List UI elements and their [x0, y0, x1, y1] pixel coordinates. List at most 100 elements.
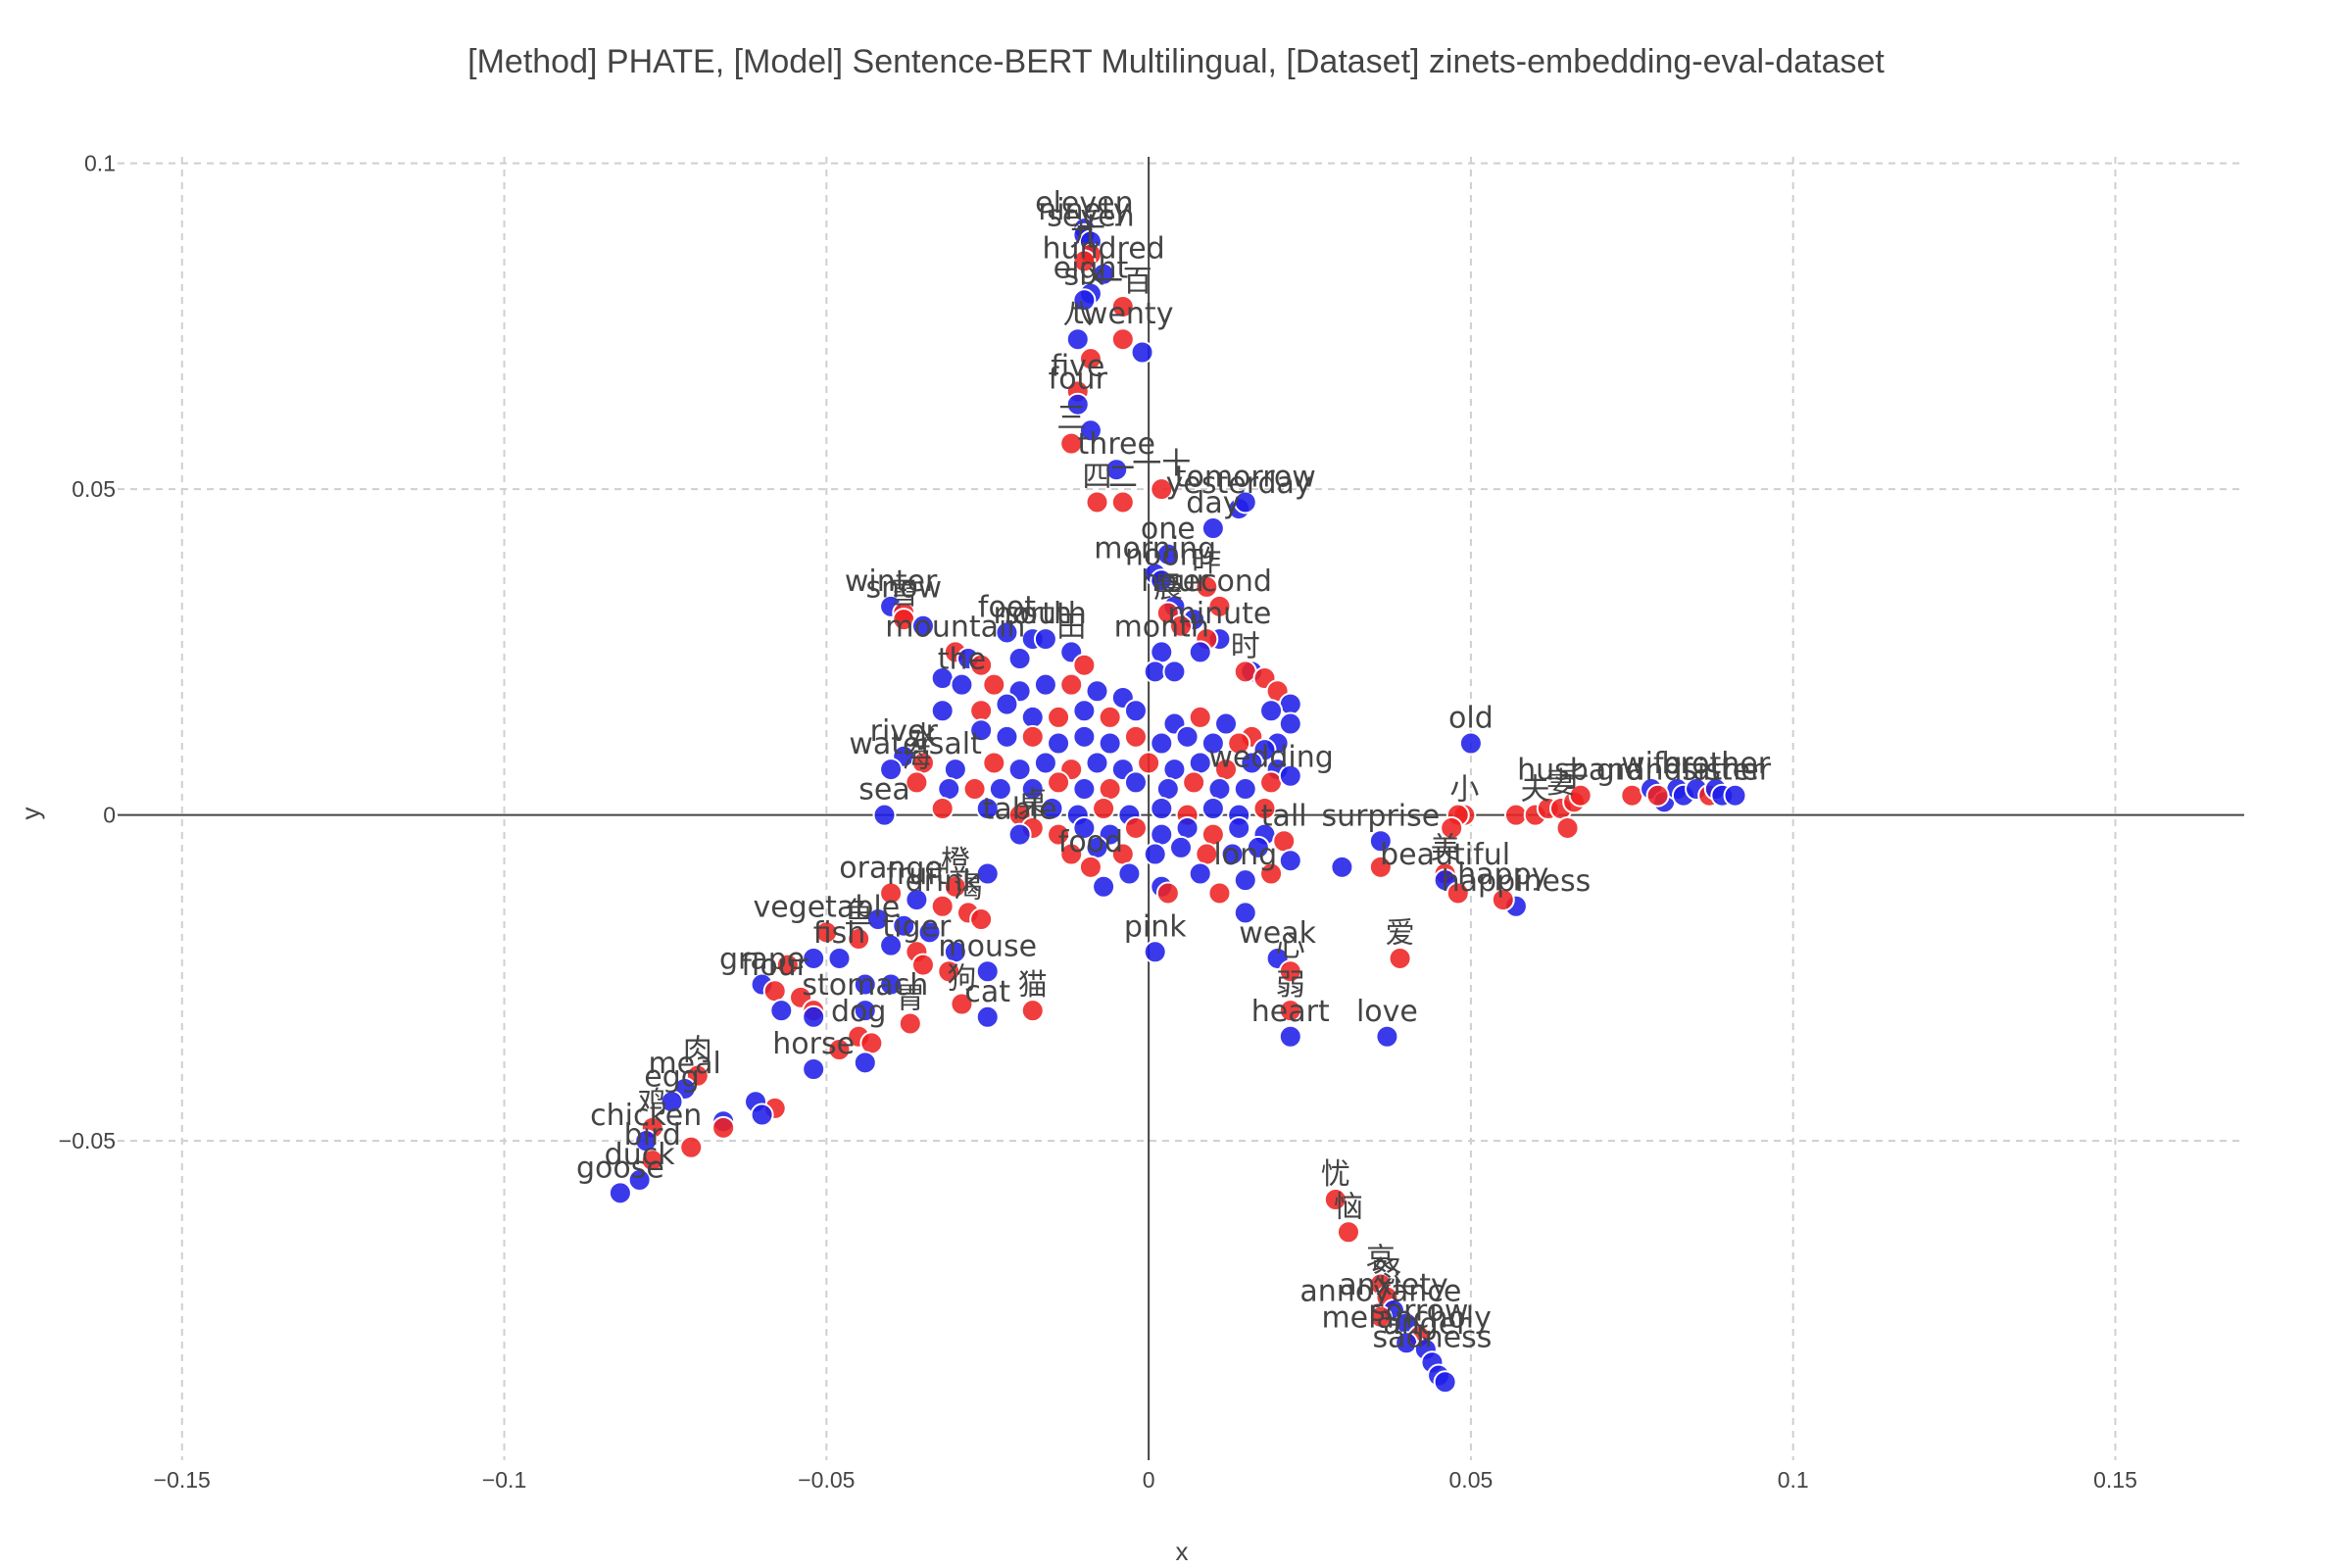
point-label: love — [1356, 995, 1418, 1029]
point-label: brother — [1661, 747, 1770, 781]
point-label: 忧 — [1321, 1157, 1350, 1192]
data-point — [1259, 770, 1284, 795]
point-label: 水 — [908, 720, 938, 755]
y-tick-label: −0.05 — [59, 1128, 116, 1153]
data-point — [1047, 822, 1071, 847]
data-point — [1233, 901, 1257, 925]
data-point — [1278, 849, 1302, 873]
data-point — [769, 999, 794, 1023]
data-point — [1123, 770, 1148, 795]
point-label: 猫 — [1018, 968, 1048, 1003]
point-label: grape — [719, 943, 805, 977]
point-label: wedding — [1208, 740, 1333, 774]
point-label: 狗 — [947, 962, 976, 997]
data-point — [1078, 418, 1102, 443]
data-point — [1503, 803, 1528, 827]
data-point — [762, 979, 787, 1004]
data-point — [1278, 763, 1302, 788]
point-label: cat — [964, 975, 1010, 1009]
data-point — [1368, 855, 1393, 879]
data-point — [1059, 672, 1084, 697]
data-point — [827, 946, 852, 970]
data-point — [975, 797, 1000, 820]
data-point — [1072, 653, 1097, 677]
point-label: day — [1186, 486, 1240, 520]
x-tick-label: −0.1 — [482, 1467, 526, 1493]
data-point — [1150, 822, 1174, 847]
data-point — [1130, 340, 1154, 365]
data-point — [1336, 1220, 1360, 1245]
data-point — [1092, 797, 1116, 820]
point-label: old — [1448, 702, 1494, 736]
data-point — [1388, 946, 1412, 970]
data-point — [879, 933, 904, 957]
data-point — [892, 913, 916, 938]
data-point — [910, 953, 935, 977]
y-axis-title: y — [16, 808, 45, 820]
data-point — [847, 927, 871, 951]
data-point — [975, 1004, 1000, 1029]
data-point — [1246, 835, 1270, 859]
data-point — [1214, 711, 1239, 736]
point-label: meal — [648, 1047, 720, 1081]
point-label: 心 — [1276, 929, 1305, 963]
data-point — [1047, 770, 1071, 795]
data-point — [1188, 705, 1212, 729]
data-point — [865, 907, 890, 932]
tick-labels: −0.15 −0.1 −0.05 0 0.05 0.1 0.15 −0.05 0 0.05 0.1 — [59, 151, 2137, 1493]
data-point — [1227, 731, 1251, 756]
data-point — [1072, 288, 1097, 313]
point-label: dog — [831, 995, 886, 1029]
data-point — [943, 758, 967, 782]
data-point — [802, 1004, 826, 1029]
data-point — [898, 1011, 922, 1036]
point-label: 妻 — [1546, 766, 1576, 801]
point-label: 一十 — [1132, 447, 1191, 481]
grid-lines — [118, 157, 2244, 1460]
data-point — [975, 861, 1000, 886]
point-label: beautiful — [1380, 838, 1510, 872]
point-label: hour — [1141, 564, 1208, 599]
point-label: 十 — [1076, 213, 1105, 247]
point-label: seven — [1047, 199, 1134, 233]
y-tick-label: 0 — [103, 803, 116, 828]
data-point — [1104, 458, 1129, 482]
data-point — [969, 699, 994, 723]
data-point — [711, 1115, 736, 1140]
data-point — [1278, 711, 1302, 736]
data-point — [1433, 1370, 1457, 1395]
data-point — [969, 653, 994, 677]
data-point — [1162, 660, 1187, 684]
data-point — [1150, 568, 1174, 593]
data-point — [969, 907, 994, 932]
point-label: 海 — [902, 740, 931, 774]
data-point — [1645, 783, 1670, 808]
data-point — [1491, 888, 1515, 912]
data-point — [679, 1135, 704, 1159]
data-point — [1375, 1024, 1399, 1049]
data-point — [1278, 1024, 1302, 1049]
point-label: 鱼 — [844, 897, 873, 931]
data-point — [950, 992, 974, 1016]
y-tick-label: 0.05 — [72, 476, 116, 502]
data-point — [1446, 881, 1470, 906]
data-point — [982, 672, 1006, 697]
point-label: 恼 — [1334, 1190, 1363, 1224]
data-point — [1233, 868, 1257, 893]
point-label: vegetable — [753, 890, 900, 924]
data-point — [1007, 822, 1032, 847]
point-label: south — [1004, 597, 1087, 631]
point-label: winter — [845, 564, 938, 599]
point-label: 一百 — [1094, 265, 1152, 299]
data-point — [1085, 490, 1109, 514]
point-label: 美 — [1431, 832, 1460, 866]
point-label: three — [1078, 427, 1155, 462]
data-point — [1098, 777, 1122, 802]
data-point — [962, 777, 987, 802]
data-point — [1568, 783, 1592, 808]
data-point — [1207, 881, 1232, 906]
point-label: mouse — [938, 929, 1037, 963]
point-label: 鸡 — [638, 1086, 667, 1120]
data-point — [1169, 613, 1193, 638]
data-point — [1123, 724, 1148, 749]
